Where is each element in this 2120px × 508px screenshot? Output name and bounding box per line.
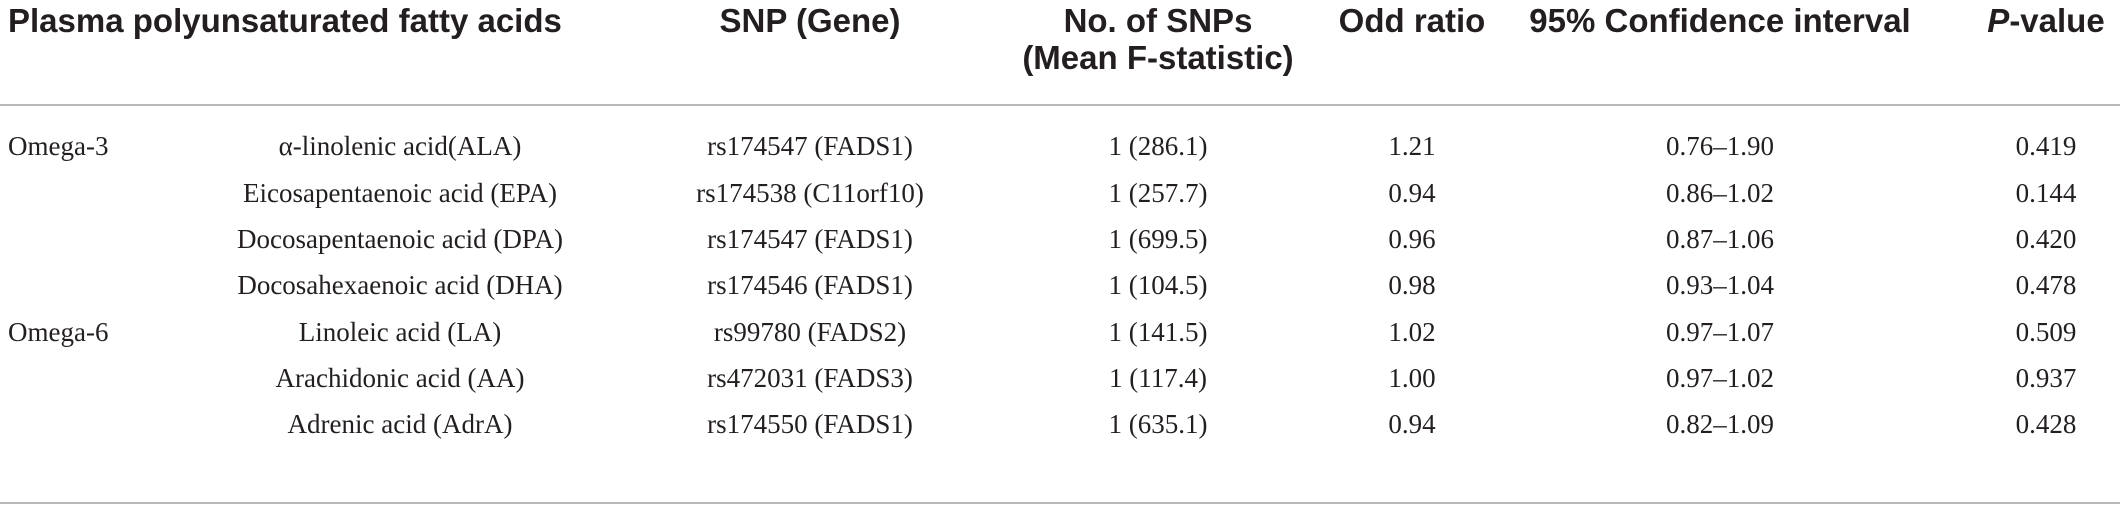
- header-rule: [0, 104, 2120, 106]
- cell-p-value: 0.428: [2015, 409, 2077, 439]
- cell-fatty-acid: Adrenic acid (AdrA): [287, 409, 513, 439]
- cell-odd-ratio: 0.94: [1388, 178, 1436, 208]
- cell-snp-gene: rs174550 (FADS1): [707, 409, 913, 439]
- header-p-value: P-value: [1987, 1, 2104, 41]
- cell-snp-gene: rs174546 (FADS1): [707, 270, 913, 300]
- cell-snp-gene: rs174538 (C11orf10): [696, 178, 924, 208]
- cell-p-value: 0.144: [2015, 178, 2077, 208]
- cell-no-of-snps: 1 (104.5): [1108, 270, 1208, 300]
- cell-no-of-snps: 1 (635.1): [1108, 409, 1208, 439]
- bottom-rule: [0, 502, 2120, 504]
- cell-no-of-snps: 1 (141.5): [1108, 317, 1208, 347]
- header-no-of-snps: No. of SNPs: [1063, 2, 1253, 39]
- header-snp-gene: SNP (Gene): [719, 2, 901, 39]
- cell-fatty-acid: Eicosapentaenoic acid (EPA): [243, 178, 557, 208]
- cell-snp-gene: rs174547 (FADS1): [707, 224, 913, 254]
- cell-odd-ratio: 0.96: [1388, 224, 1436, 254]
- cell-no-of-snps: 1 (699.5): [1108, 224, 1208, 254]
- cell-no-of-snps: 1 (257.7): [1108, 178, 1208, 208]
- cell-p-value: 0.419: [2015, 131, 2077, 161]
- cell-fatty-acid: Arachidonic acid (AA): [275, 363, 525, 393]
- table-row: Docosahexaenoic acid (DHA) rs174546 (FADS…: [0, 268, 2120, 304]
- cell-confidence-interval: 0.97–1.07: [1666, 317, 1774, 347]
- table-row: Adrenic acid (AdrA) rs174550 (FADS1) 1 (63…: [0, 407, 2120, 443]
- header-plasma-pufa: Plasma polyunsaturated fatty acids: [8, 2, 562, 39]
- cell-odd-ratio: 0.94: [1388, 409, 1436, 439]
- table-row: Eicosapentaenoic acid (EPA) rs174538 (C11…: [0, 176, 2120, 212]
- table-row: Omega-3 α-linolenic acid(ALA) rs174547 (FA…: [0, 129, 2120, 165]
- cell-p-value: 0.509: [2015, 317, 2077, 347]
- header-mean-f-statistic: (Mean F-statistic): [1022, 39, 1294, 76]
- table-header: Plasma polyunsaturated fatty acids SNP (…: [0, 0, 2120, 90]
- cell-snp-gene: rs472031 (FADS3): [707, 363, 913, 393]
- cell-no-of-snps: 1 (117.4): [1109, 363, 1207, 393]
- cell-group: Omega-3: [8, 131, 109, 161]
- cell-fatty-acid: α-linolenic acid(ALA): [278, 131, 522, 161]
- cell-snp-gene: rs99780 (FADS2): [713, 317, 907, 347]
- cell-confidence-interval: 0.82–1.09: [1666, 409, 1774, 439]
- cell-snp-gene: rs174547 (FADS1): [707, 131, 913, 161]
- cell-odd-ratio: 0.98: [1388, 270, 1436, 300]
- cell-p-value: 0.937: [2015, 363, 2077, 393]
- cell-odd-ratio: 1.21: [1388, 131, 1436, 161]
- table-row: Omega-6 Linoleic acid (LA) rs99780 (FADS2)…: [0, 315, 2120, 351]
- cell-p-value: 0.478: [2015, 270, 2077, 300]
- table-row: Docosapentaenoic acid (DPA) rs174547 (FAD…: [0, 222, 2120, 258]
- table-row: Arachidonic acid (AA) rs472031 (FADS3) 1 (…: [0, 361, 2120, 397]
- cell-confidence-interval: 0.87–1.06: [1666, 224, 1774, 254]
- cell-confidence-interval: 0.86–1.02: [1666, 178, 1774, 208]
- cell-group: Omega-6: [8, 317, 109, 347]
- header-p-italic: P: [1987, 2, 2010, 39]
- cell-p-value: 0.420: [2015, 224, 2077, 254]
- cell-fatty-acid: Docosahexaenoic acid (DHA): [237, 270, 563, 300]
- header-p-rest: -value: [2009, 2, 2105, 39]
- cell-no-of-snps: 1 (286.1): [1108, 131, 1208, 161]
- header-confidence-interval: 95% Confidence interval: [1529, 2, 1911, 39]
- cell-fatty-acid: Docosapentaenoic acid (DPA): [237, 224, 563, 254]
- header-odd-ratio: Odd ratio: [1338, 2, 1486, 39]
- cell-odd-ratio: 1.00: [1388, 363, 1436, 393]
- cell-confidence-interval: 0.76–1.90: [1666, 131, 1774, 161]
- cell-confidence-interval: 0.93–1.04: [1666, 270, 1774, 300]
- cell-fatty-acid: Linoleic acid (LA): [298, 317, 502, 347]
- cell-confidence-interval: 0.97–1.02: [1666, 363, 1774, 393]
- cell-odd-ratio: 1.02: [1388, 317, 1436, 347]
